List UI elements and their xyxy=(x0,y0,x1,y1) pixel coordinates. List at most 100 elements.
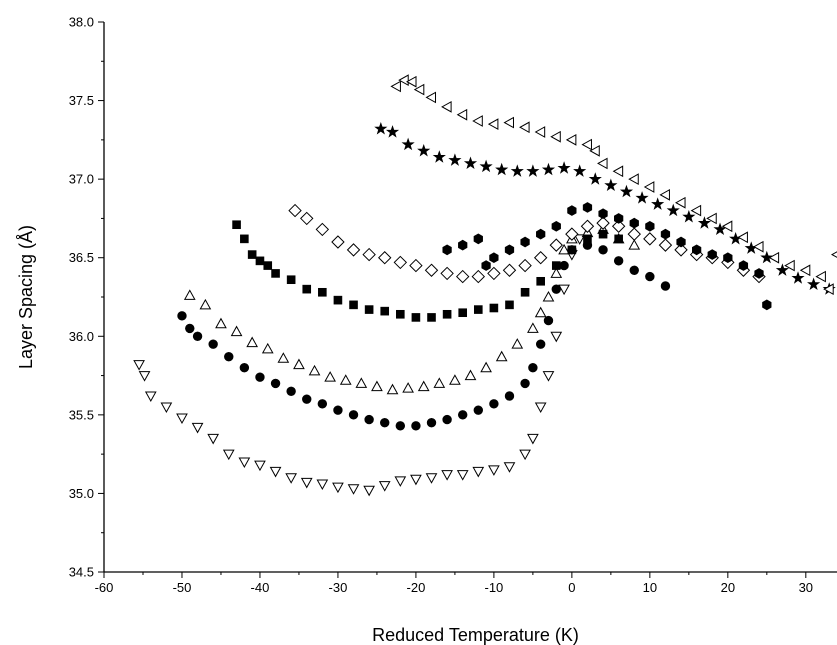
data-point xyxy=(363,485,375,497)
data-point xyxy=(456,470,469,481)
plot-area xyxy=(133,74,837,497)
data-point xyxy=(504,244,515,256)
data-point xyxy=(697,216,712,229)
data-point xyxy=(308,364,321,376)
y-tick-label: 36.5 xyxy=(69,250,94,265)
data-point xyxy=(364,305,374,314)
data-point xyxy=(317,399,328,409)
data-point xyxy=(458,410,468,420)
data-point xyxy=(536,276,545,286)
series-3 xyxy=(183,223,641,395)
y-tick-label: 35.0 xyxy=(69,486,94,501)
data-point xyxy=(417,143,431,157)
data-point xyxy=(411,313,421,322)
data-point xyxy=(674,243,688,257)
data-point xyxy=(526,164,540,177)
data-point xyxy=(760,250,774,264)
data-point xyxy=(425,473,438,484)
data-point xyxy=(254,460,266,472)
data-point xyxy=(405,75,417,88)
data-point xyxy=(208,339,218,349)
data-point xyxy=(611,219,626,233)
data-point xyxy=(543,315,554,326)
data-point xyxy=(666,203,680,217)
data-point xyxy=(442,309,452,319)
data-point xyxy=(441,101,452,113)
data-point xyxy=(232,220,241,230)
data-point xyxy=(520,378,530,389)
data-point xyxy=(588,172,602,185)
data-point xyxy=(582,202,593,213)
data-point xyxy=(612,165,624,178)
data-point xyxy=(629,217,639,229)
data-point xyxy=(246,336,259,348)
y-tick-label: 36.0 xyxy=(69,329,94,344)
data-point xyxy=(160,402,173,414)
data-point xyxy=(754,268,764,279)
data-point xyxy=(658,238,673,252)
data-point xyxy=(527,433,539,445)
data-point xyxy=(737,231,748,244)
data-point xyxy=(386,383,399,395)
data-point xyxy=(762,299,772,311)
data-point xyxy=(503,462,516,473)
data-point xyxy=(240,234,249,244)
data-point xyxy=(144,391,157,403)
data-point xyxy=(362,247,376,262)
data-point xyxy=(215,317,227,329)
data-point xyxy=(410,474,422,486)
data-point xyxy=(199,298,212,310)
data-point xyxy=(277,352,290,363)
data-point xyxy=(542,290,555,302)
data-point xyxy=(230,325,243,337)
data-point xyxy=(604,178,618,192)
data-point xyxy=(551,261,561,270)
data-point xyxy=(364,414,374,425)
data-point xyxy=(651,197,665,210)
data-point xyxy=(614,213,624,224)
data-point xyxy=(269,466,282,478)
data-point xyxy=(222,449,235,461)
data-point xyxy=(495,162,509,176)
data-point xyxy=(286,386,296,396)
data-point xyxy=(596,216,610,230)
x-tick-label: -50 xyxy=(173,580,192,595)
x-tick-label: 10 xyxy=(643,580,657,595)
tick-labels: -60 -50 -40 -30 -20 -10 0 10 20 30 34.5 35.0 35.5 36.… xyxy=(69,15,813,596)
data-point xyxy=(401,137,415,151)
y-tick-label: 37.5 xyxy=(69,93,94,108)
data-point xyxy=(427,313,436,322)
data-point xyxy=(413,83,425,96)
data-point xyxy=(331,235,345,249)
data-point xyxy=(504,391,515,401)
data-point xyxy=(628,239,641,250)
axes xyxy=(103,22,837,573)
data-point xyxy=(619,184,634,198)
data-point xyxy=(378,481,391,492)
series-6 xyxy=(442,202,772,311)
data-point xyxy=(191,422,204,434)
data-point xyxy=(643,232,657,246)
data-point xyxy=(239,363,250,373)
data-point xyxy=(520,287,530,297)
data-point xyxy=(332,482,344,494)
data-point xyxy=(355,377,368,388)
data-point xyxy=(723,252,733,264)
data-point xyxy=(551,220,561,232)
data-point xyxy=(426,418,437,428)
data-point xyxy=(442,414,452,425)
data-point xyxy=(503,116,514,129)
data-point xyxy=(534,402,547,414)
series-2 xyxy=(177,240,671,431)
data-point xyxy=(520,236,530,248)
data-point xyxy=(542,371,555,382)
data-point xyxy=(487,266,501,281)
data-point xyxy=(270,378,281,389)
data-point xyxy=(473,233,483,245)
data-point xyxy=(380,306,390,316)
data-point xyxy=(628,173,639,185)
data-point xyxy=(682,209,696,223)
data-point xyxy=(581,138,592,151)
data-point xyxy=(830,251,837,258)
data-point xyxy=(463,156,478,170)
